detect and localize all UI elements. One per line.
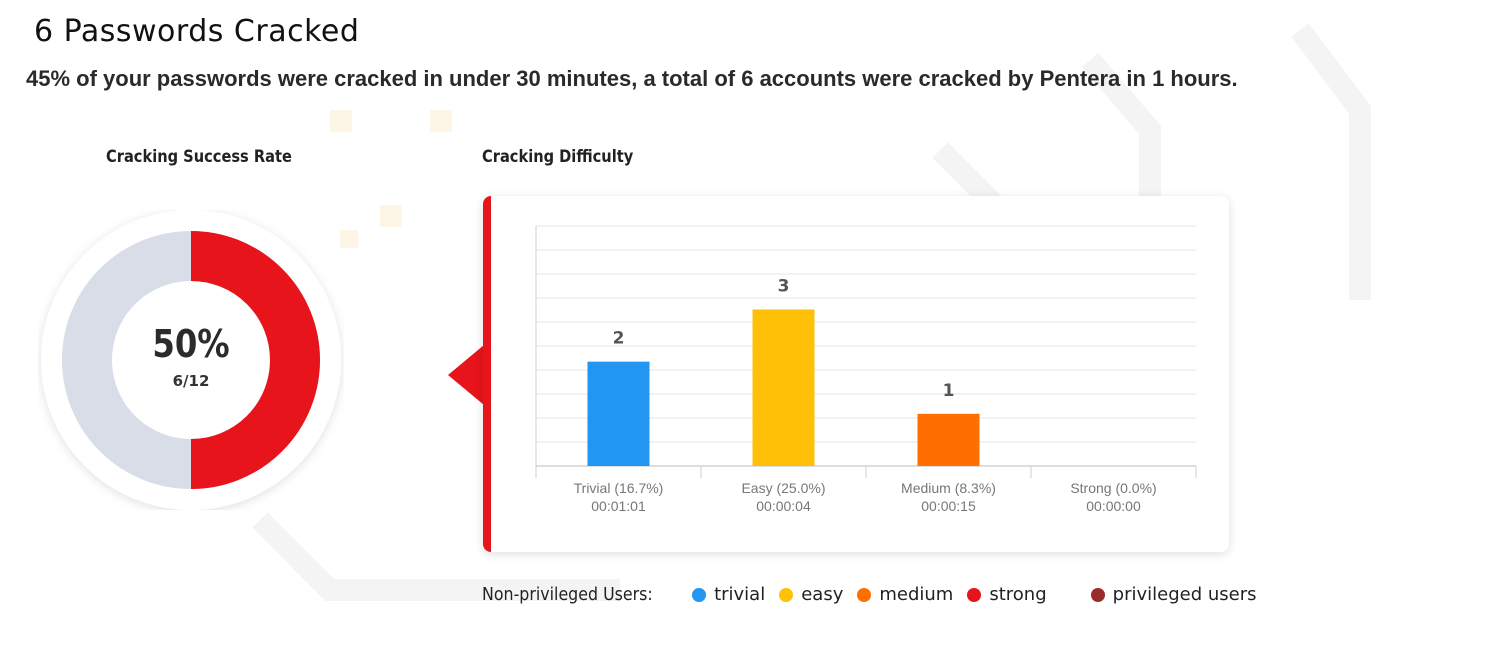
difficulty-bar-chart: 2 Trivial (16.7%) 00:01:01 3 Easy (25.0%) 00:…	[535, 225, 1197, 514]
bar-value-label-1: 3	[778, 276, 790, 296]
success-rate-label: Cracking Success Rate	[106, 147, 292, 167]
donut-cracked-arc	[190, 231, 320, 489]
legend: Non-privileged Users: trivial easy mediu…	[482, 584, 1270, 605]
legend-dot-trivial	[692, 587, 707, 602]
legend-item-trivial: trivial	[692, 584, 765, 605]
bar-value-label-2: 1	[943, 381, 955, 401]
legend-dot-strong	[967, 587, 982, 602]
page-title: 6 Passwords Cracked	[34, 14, 360, 49]
x-tick-time-0: 00:01:01	[591, 498, 646, 514]
x-tick-label-3: Strong (0.0%)	[1070, 480, 1156, 496]
donut-svg	[41, 210, 341, 510]
legend-label-privileged: privileged users	[1112, 584, 1257, 605]
x-tick-label-2: Medium (8.3%)	[901, 480, 996, 496]
legend-dot-easy	[779, 587, 794, 602]
legend-label-strong: strong	[989, 584, 1047, 605]
bar-value-label-0: 2	[613, 329, 625, 349]
page-subtitle: 45% of your passwords were cracked in un…	[26, 66, 1238, 91]
bar-2	[917, 413, 980, 466]
x-tick-label-0: Trivial (16.7%)	[574, 480, 664, 496]
x-tick-time-1: 00:00:04	[756, 498, 811, 514]
legend-item-easy: easy	[779, 584, 843, 605]
legend-dot-privileged	[1090, 587, 1105, 602]
legend-dot-medium	[857, 587, 872, 602]
legend-label-medium: medium	[879, 584, 954, 605]
success-rate-percent: 50%	[152, 322, 230, 366]
success-rate-donut: 50% 6/12	[38, 210, 344, 510]
success-rate-fraction: 6/12	[172, 372, 210, 390]
x-tick-time-3: 00:00:00	[1086, 498, 1141, 514]
legend-item-medium: medium	[857, 584, 953, 605]
legend-item-strong: strong	[967, 584, 1047, 605]
legend-item-privileged: privileged users	[1090, 584, 1257, 605]
legend-label-easy: easy	[801, 584, 844, 605]
difficulty-label: Cracking Difficulty	[482, 147, 634, 167]
legend-label-trivial: trivial	[714, 584, 766, 605]
legend-title: Non-privileged Users:	[482, 584, 653, 605]
x-tick-time-2: 00:00:15	[921, 498, 976, 514]
bar-0	[587, 361, 650, 466]
x-tick-label-1: Easy (25.0%)	[741, 480, 825, 496]
card-pointer	[448, 345, 484, 405]
bar-1	[752, 309, 815, 466]
